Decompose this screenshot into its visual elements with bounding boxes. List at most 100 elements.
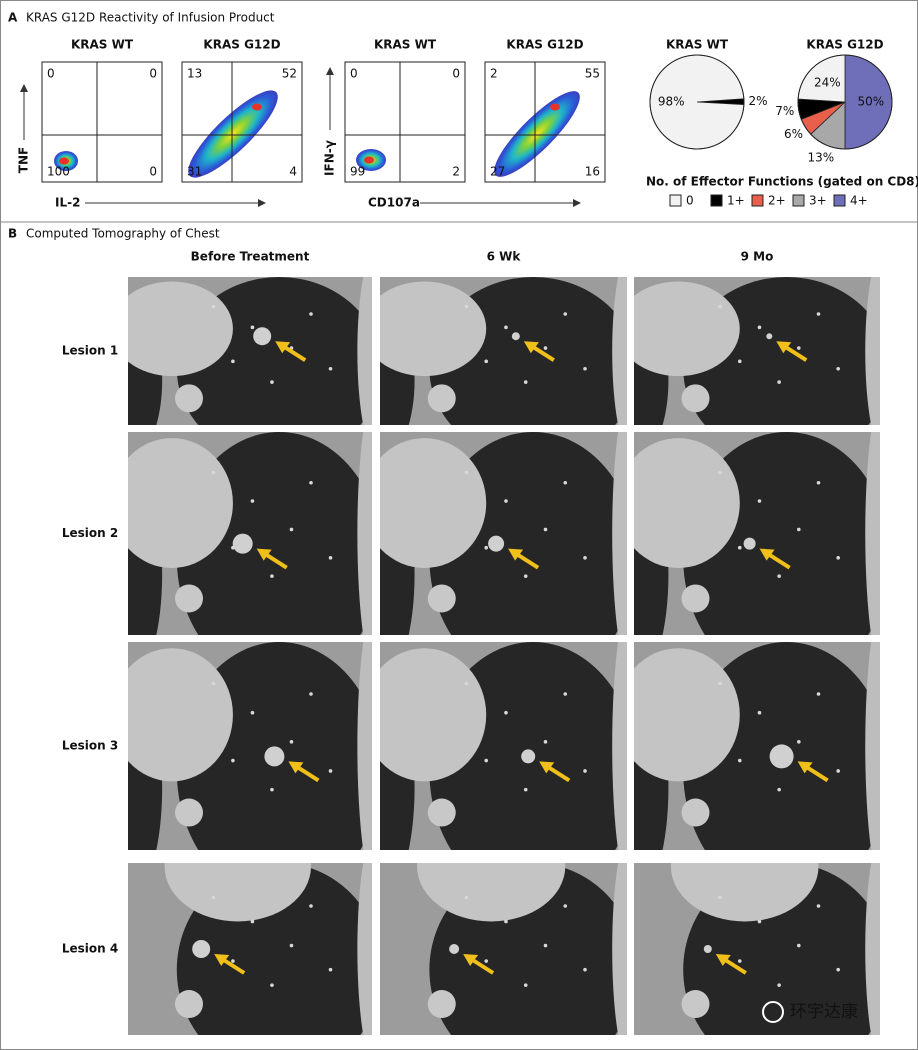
quadrant-value: 0 xyxy=(350,67,358,81)
arrow-head xyxy=(715,954,731,966)
arrow-shaft xyxy=(546,764,571,783)
value-label: 98% xyxy=(658,95,685,109)
vessel xyxy=(427,584,456,613)
watermark-icon xyxy=(762,1001,784,1023)
legend-label: 4+ xyxy=(850,194,868,208)
vessel xyxy=(543,527,548,532)
lesion xyxy=(232,533,253,554)
vessel xyxy=(427,990,456,1019)
mediastinum xyxy=(380,438,487,568)
vessel xyxy=(757,499,762,503)
vessel xyxy=(484,359,489,364)
lesion xyxy=(521,749,536,764)
arrow-head xyxy=(256,548,272,561)
lesion xyxy=(743,537,756,550)
legend-swatch xyxy=(669,194,682,207)
pie-outline xyxy=(797,54,893,150)
chest-wall xyxy=(612,863,627,1035)
arrow-shaft xyxy=(470,957,495,975)
vessel xyxy=(289,943,294,948)
vessel xyxy=(464,681,469,686)
vessel xyxy=(504,325,508,330)
vessel xyxy=(681,384,710,413)
ct-image xyxy=(128,863,372,1035)
vessel xyxy=(583,769,587,773)
vessel xyxy=(504,710,508,715)
vessel xyxy=(328,769,333,773)
mediastinum xyxy=(634,281,740,377)
vessel xyxy=(427,798,456,827)
lesion xyxy=(264,746,285,767)
panel-title: KRAS G12D Reactivity of Infusion Product xyxy=(26,11,275,25)
vessel xyxy=(737,359,742,364)
vessel xyxy=(563,312,568,316)
vessel xyxy=(681,798,710,827)
vessel xyxy=(231,758,235,763)
vessel xyxy=(250,710,255,715)
density xyxy=(188,90,278,178)
ct-image xyxy=(380,432,627,635)
vessel xyxy=(289,527,294,532)
row-label: Lesion 3 xyxy=(62,739,118,753)
ct-image xyxy=(634,432,880,635)
vessel xyxy=(250,499,255,503)
chest-wall xyxy=(357,432,372,635)
column-header: 6 Wk xyxy=(487,250,522,264)
vessel xyxy=(464,470,469,475)
quadrant-value: 31 xyxy=(187,165,202,179)
vessel xyxy=(836,556,840,560)
chest-wall xyxy=(612,432,627,635)
chart-title: KRAS G12D xyxy=(806,38,883,52)
vessel xyxy=(484,545,489,550)
arrow-head xyxy=(523,341,539,354)
vessel xyxy=(757,325,762,330)
legend-swatch xyxy=(792,194,805,207)
vessel xyxy=(836,967,840,972)
arrow-shaft xyxy=(263,551,288,570)
panel-label: B xyxy=(8,227,17,241)
watermark: 环宇达康 xyxy=(790,1002,858,1022)
density-peak xyxy=(59,157,69,165)
value-label: 50% xyxy=(858,95,885,109)
arrow-head xyxy=(463,954,479,966)
lesion xyxy=(253,327,272,346)
lesion xyxy=(703,945,712,953)
arrow-head xyxy=(508,548,524,561)
vessel xyxy=(175,584,203,613)
column-header: Before Treatment xyxy=(191,250,310,264)
arrow-shaft xyxy=(282,344,307,362)
vessel xyxy=(816,904,821,908)
arrow-shaft xyxy=(295,764,320,783)
quadrant-value: 4 xyxy=(289,165,297,179)
lesion xyxy=(192,940,211,958)
quadrant-value: 99 xyxy=(350,165,365,179)
mediastinum xyxy=(380,281,487,377)
vessel xyxy=(270,983,274,987)
vessel xyxy=(816,692,821,696)
vessel xyxy=(737,545,742,550)
plot-frame xyxy=(344,61,466,183)
arrow-head xyxy=(288,761,304,774)
vessel xyxy=(583,556,587,560)
ct-image xyxy=(128,642,372,850)
lesion xyxy=(766,333,773,340)
vessel xyxy=(270,787,274,792)
vessel xyxy=(797,527,801,532)
chest-wall xyxy=(865,642,880,850)
vessel xyxy=(211,895,216,900)
vessel xyxy=(718,681,722,686)
mediastinum xyxy=(164,863,311,922)
plot-title: KRAS WT xyxy=(71,38,134,52)
density-peak xyxy=(550,103,560,111)
vessel xyxy=(777,380,781,384)
vessel xyxy=(309,480,313,485)
density xyxy=(494,91,580,177)
chest-wall xyxy=(612,277,627,425)
arrow-shaft xyxy=(766,551,791,570)
vessel xyxy=(270,380,274,384)
vessel xyxy=(523,380,528,384)
vessel xyxy=(543,346,548,350)
quadrant-value: 0 xyxy=(47,67,55,81)
vessel xyxy=(523,574,528,578)
